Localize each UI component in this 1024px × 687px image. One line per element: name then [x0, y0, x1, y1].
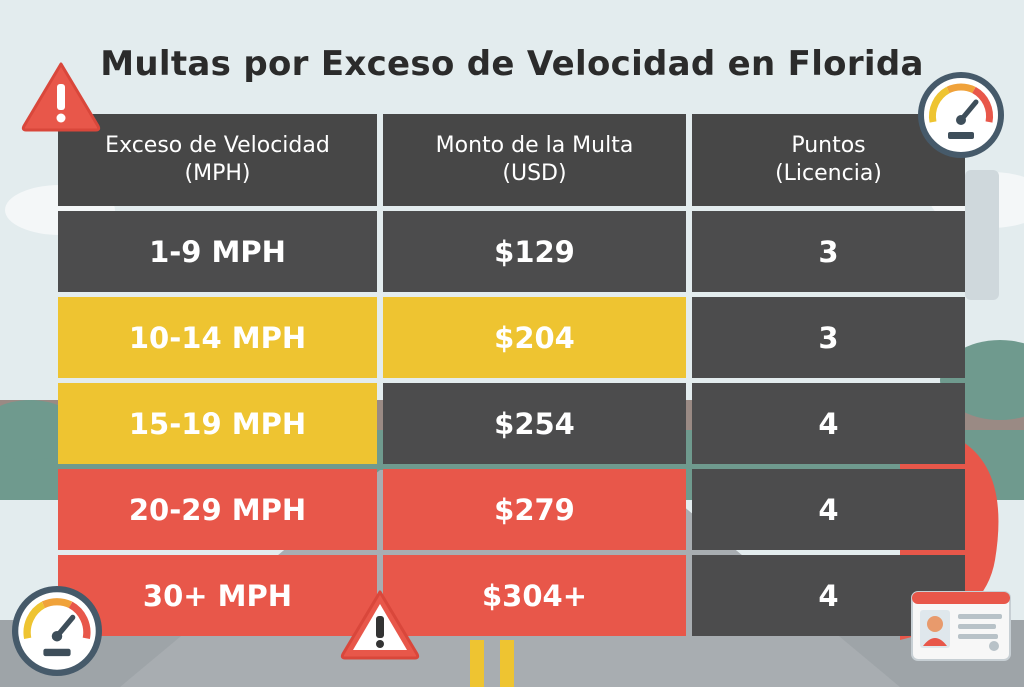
speed-cell: 10-14 MPH — [58, 297, 377, 378]
speed-cell: 30+ MPH — [58, 555, 377, 636]
column-header-unit: (MPH) — [184, 161, 251, 186]
column-header-unit: (USD) — [502, 161, 567, 186]
column-header-line: Monto de la Multa — [435, 133, 634, 158]
points-cell: 4 — [692, 469, 965, 550]
column-header: Exceso de Velocidad (MPH) — [58, 114, 377, 206]
column-header-line: Puntos — [791, 133, 866, 158]
fine-cell: $129 — [383, 211, 686, 292]
warning-icon — [21, 62, 101, 132]
fine-cell: $254 — [383, 383, 686, 464]
speedometer-icon — [918, 72, 1004, 158]
points-cell: 3 — [692, 211, 965, 292]
speedometer-icon — [12, 586, 102, 676]
points-cell: 3 — [692, 297, 965, 378]
column-header-line: Exceso de Velocidad — [105, 133, 330, 158]
page-title: Multas por Exceso de Velocidad en Florid… — [100, 44, 924, 84]
fine-cell: $204 — [383, 297, 686, 378]
column-header-unit: (Licencia) — [775, 161, 882, 186]
warning-icon — [340, 590, 420, 660]
fine-cell: $279 — [383, 469, 686, 550]
column-header: Monto de la Multa (USD) — [383, 114, 686, 206]
speed-cell: 1-9 MPH — [58, 211, 377, 292]
speed-cell: 20-29 MPH — [58, 469, 377, 550]
column-header: Puntos (Licencia) — [692, 114, 965, 206]
drivers-license-icon — [911, 591, 1011, 661]
speed-cell: 15-19 MPH — [58, 383, 377, 464]
points-cell: 4 — [692, 383, 965, 464]
fine-cell: $304+ — [383, 555, 686, 636]
